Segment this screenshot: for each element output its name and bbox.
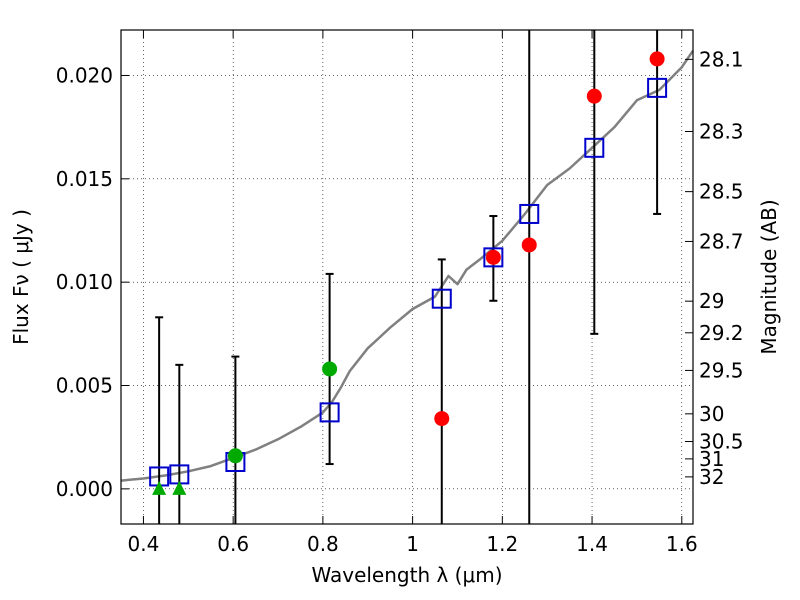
x-tick-label: 1: [406, 532, 419, 556]
x-tick-label: 0.6: [217, 532, 249, 556]
y-tick-label: 0.005: [56, 374, 113, 398]
y2-tick-label: 28.5: [699, 180, 744, 204]
y-tick-label: 0.015: [56, 167, 113, 191]
y-tick-label: 0.000: [56, 477, 113, 501]
model-square: [647, 77, 668, 98]
upper-limit-triangle: [172, 480, 187, 495]
x-tick-label: 1.4: [576, 532, 608, 556]
red-datapoint: [586, 88, 602, 104]
y2-tick-label: 32: [699, 465, 724, 489]
y2-tick-label: 28.1: [699, 47, 744, 71]
model-square: [483, 247, 504, 268]
model-square: [519, 203, 540, 224]
x-tick-label: 1.6: [666, 532, 698, 556]
x-tick-label: 0.4: [128, 532, 160, 556]
y-tick-label: 0.020: [56, 63, 113, 87]
red-datapoint: [485, 249, 501, 265]
upper-limit-triangle: [152, 480, 167, 495]
red-datapoint: [434, 411, 450, 427]
y2-tick-label: 30: [699, 402, 724, 426]
y-axis-title: Flux Fν ( μJy ): [9, 209, 33, 345]
y2-tick-label: 29: [699, 289, 724, 313]
grid: [121, 30, 693, 524]
spectrum-line: [120, 49, 695, 482]
plot-frame: [120, 29, 694, 525]
y-tick-label: 0.010: [56, 270, 113, 294]
x-axis-title: Wavelength λ (μm): [311, 563, 502, 587]
x-tick-label: 0.8: [307, 532, 339, 556]
y2-tick-label: 29.2: [699, 321, 744, 345]
y2-tick-label: 28.3: [699, 119, 744, 143]
red-datapoint: [521, 237, 537, 253]
y-axis-left: 0.000 0.005 0.010 0.015 0.020: [56, 63, 129, 501]
x-tick-label: 1.2: [486, 532, 518, 556]
model-square: [431, 288, 452, 309]
model-square: [319, 402, 340, 423]
x-axis: 0.4 0.6 0.8 1 1.2 1.4 1.6: [128, 30, 698, 556]
y2-tick-label: 29.5: [699, 358, 744, 382]
green-datapoint: [227, 448, 243, 464]
red-datapoint: [649, 51, 665, 67]
marker-layer: [149, 51, 668, 495]
spectrum-layer: [120, 49, 695, 482]
model-square: [584, 137, 605, 158]
y2-tick-label: 30.5: [699, 430, 744, 454]
y2-tick-label: 28.7: [699, 229, 744, 253]
errorbar-layer: [155, 30, 662, 524]
green-datapoint: [322, 361, 338, 377]
y2-axis-title: Magnitude (AB): [757, 199, 781, 354]
y2-tick-label: 31: [699, 447, 724, 471]
